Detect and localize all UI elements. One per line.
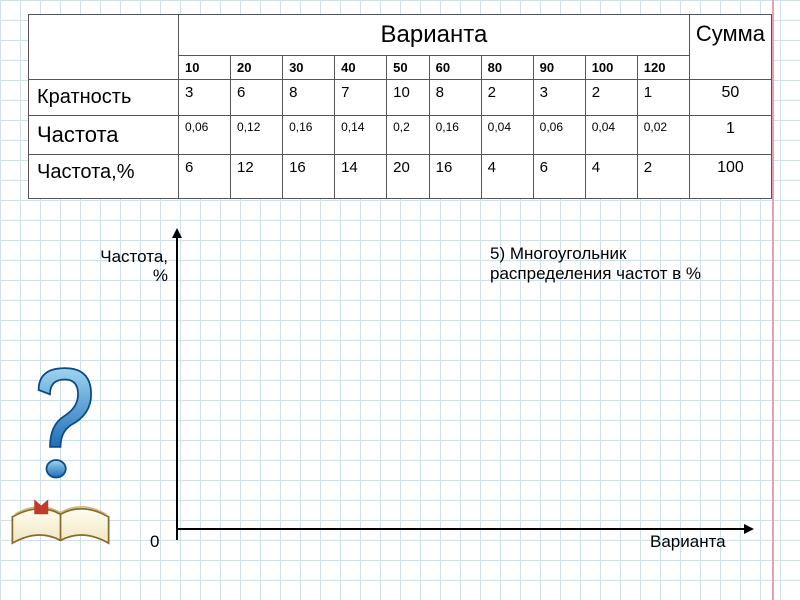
cell: 3 — [533, 80, 585, 116]
cell: 0,06 — [179, 116, 231, 155]
cell: 12 — [231, 155, 283, 199]
col-val: 90 — [533, 56, 585, 80]
cell: 1 — [637, 80, 689, 116]
x-axis-arrow-icon — [744, 524, 754, 534]
x-axis-label: Варианта — [650, 532, 726, 552]
cell: 2 — [637, 155, 689, 199]
cell: 6 — [533, 155, 585, 199]
cell: 16 — [283, 155, 335, 199]
col-val: 10 — [179, 56, 231, 80]
cell: 0,16 — [429, 116, 481, 155]
row-label: Частота,% — [29, 155, 179, 199]
col-val: 120 — [637, 56, 689, 80]
cell: 0,06 — [533, 116, 585, 155]
cell: 2 — [481, 80, 533, 116]
cell: 6 — [179, 155, 231, 199]
row-label: Кратность — [29, 80, 179, 116]
col-val: 40 — [335, 56, 387, 80]
cell: 0,04 — [481, 116, 533, 155]
col-val: 100 — [585, 56, 637, 80]
row-label: Частота — [29, 116, 179, 155]
table-corner — [29, 15, 179, 80]
cell: 14 — [335, 155, 387, 199]
table-row: Кратность 3 6 8 7 10 8 2 3 2 1 50 — [29, 80, 772, 116]
cell: 4 — [481, 155, 533, 199]
frequency-table: Варианта Сумма 10 20 30 40 50 60 80 90 1… — [28, 14, 772, 199]
table-row: Частота 0,06 0,12 0,16 0,14 0,2 0,16 0,0… — [29, 116, 772, 155]
chart-annotation: 5) Многоугольник распределения частот в … — [490, 244, 750, 285]
y-axis-arrow-icon — [172, 228, 182, 238]
chart-area: Частота, % 0 Варианта 5) Многоугольник р… — [90, 230, 770, 560]
cell: 0,2 — [387, 116, 429, 155]
cell: 16 — [429, 155, 481, 199]
cell: 0,04 — [585, 116, 637, 155]
x-axis — [176, 528, 746, 530]
cell: 2 — [585, 80, 637, 116]
col-val: 80 — [481, 56, 533, 80]
header-summa: Сумма — [689, 15, 771, 80]
col-val: 20 — [231, 56, 283, 80]
cell: 8 — [283, 80, 335, 116]
cell: 0,14 — [335, 116, 387, 155]
col-val: 30 — [283, 56, 335, 80]
table-row: Частота,% 6 12 16 14 20 16 4 6 4 2 100 — [29, 155, 772, 199]
book-question-icon — [8, 360, 113, 560]
cell: 3 — [179, 80, 231, 116]
cell: 7 — [335, 80, 387, 116]
cell: 10 — [387, 80, 429, 116]
y-axis-label: Частота, % — [84, 248, 168, 285]
col-val: 50 — [387, 56, 429, 80]
cell: 0,16 — [283, 116, 335, 155]
header-varianta: Варианта — [179, 15, 690, 56]
sum-cell: 1 — [689, 116, 771, 155]
y-axis — [176, 230, 178, 540]
sum-cell: 50 — [689, 80, 771, 116]
cell: 0,02 — [637, 116, 689, 155]
cell: 0,12 — [231, 116, 283, 155]
cell: 4 — [585, 155, 637, 199]
cell: 8 — [429, 80, 481, 116]
origin-label: 0 — [150, 532, 159, 552]
col-val: 60 — [429, 56, 481, 80]
cell: 6 — [231, 80, 283, 116]
page-content: Варианта Сумма 10 20 30 40 50 60 80 90 1… — [0, 0, 800, 199]
sum-cell: 100 — [689, 155, 771, 199]
cell: 20 — [387, 155, 429, 199]
